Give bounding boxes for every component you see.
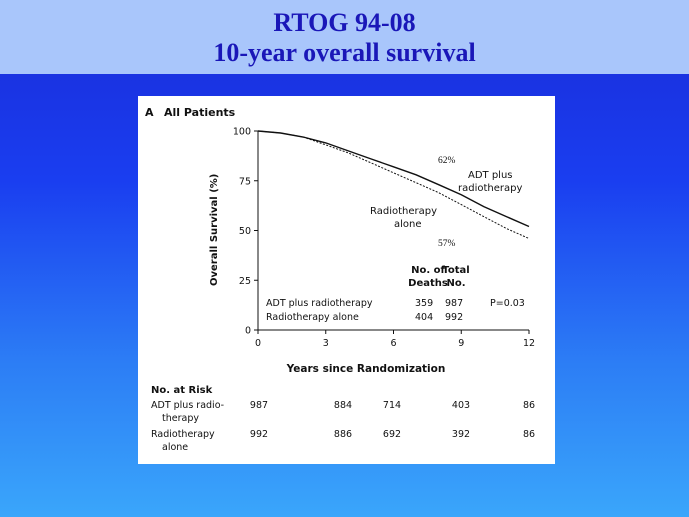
stats-row-label-rt: Radiotherapy alone — [266, 312, 359, 323]
rt-curve-label-line2: alone — [394, 219, 422, 230]
at-risk-value-r1-c4: 86 — [523, 429, 535, 440]
y-tick-label-0: 0 — [245, 326, 251, 337]
at-risk-values: 987 884 714 403 86 992 886 692 392 86 — [250, 400, 535, 440]
y-tick-label-3: 75 — [239, 176, 251, 187]
rt-annotation: 57% — [438, 239, 456, 249]
at-risk-value-r1-c3: 392 — [452, 429, 470, 440]
x-tick-label-3: 9 — [458, 338, 464, 349]
x-tick-label-0: 0 — [255, 338, 261, 349]
survival-chart: A All Patients Overall Survival (%) Year… — [145, 106, 535, 453]
at-risk-value-r0-c2: 714 — [383, 400, 401, 411]
stats-row-deaths-adt: 359 — [415, 298, 433, 309]
at-risk-title: No. at Risk — [151, 385, 213, 396]
slide-subtitle: 10-year overall survival — [213, 38, 476, 67]
axis-ticks: 0 25 50 75 100 0 3 6 9 12 — [233, 127, 535, 350]
total-header-line2: No. — [446, 278, 465, 289]
at-risk-label-adt-line1: ADT plus radio- — [151, 400, 224, 411]
rt-curve-label-line1: Radiotherapy — [370, 206, 437, 217]
chart-panel: A All Patients Overall Survival (%) Year… — [138, 96, 555, 464]
at-risk-value-r0-c0: 987 — [250, 400, 268, 411]
y-tick-label-4: 100 — [233, 127, 251, 138]
adt-annotation: 62% — [438, 156, 456, 166]
adt-curve-label-line2: radiotherapy — [458, 183, 522, 194]
stats-row-total-adt: 987 — [445, 298, 463, 309]
stats-p-value: P=0.03 — [490, 298, 525, 309]
at-risk-value-r1-c1: 886 — [334, 429, 352, 440]
x-tick-label-1: 3 — [323, 338, 329, 349]
at-risk-value-r0-c4: 86 — [523, 400, 535, 411]
deaths-header-line2: Deaths — [408, 278, 448, 289]
x-tick-label-4: 12 — [523, 338, 535, 349]
y-axis-label: Overall Survival (%) — [209, 174, 220, 286]
x-tick-label-2: 6 — [390, 338, 396, 349]
stats-row-total-rt: 992 — [445, 312, 463, 323]
slide-title-bar: RTOG 94-08 10-year overall survival — [0, 0, 689, 74]
at-risk-label-adt-line2: therapy — [162, 413, 199, 424]
stats-row-deaths-rt: 404 — [415, 312, 433, 323]
x-axis-label: Years since Randomization — [286, 363, 446, 375]
deaths-header-line1: No. of — [411, 265, 445, 276]
at-risk-value-r1-c2: 692 — [383, 429, 401, 440]
slide-title: RTOG 94-08 — [273, 8, 416, 37]
at-risk-value-r0-c3: 403 — [452, 400, 470, 411]
stats-row-label-adt: ADT plus radiotherapy — [266, 298, 373, 309]
rt-survival-curve — [257, 130, 530, 239]
panel-label: A — [145, 106, 154, 119]
total-header-line1: Total — [442, 265, 469, 276]
at-risk-label-rt-line1: Radiotherapy — [151, 429, 215, 440]
y-tick-label-1: 25 — [239, 276, 251, 287]
survival-curves — [257, 130, 530, 239]
y-tick-label-2: 50 — [239, 226, 251, 237]
chart-title: All Patients — [164, 106, 236, 119]
at-risk-label-rt-line2: alone — [162, 442, 188, 453]
adt-curve-label-line1: ADT plus — [468, 170, 513, 181]
at-risk-value-r1-c0: 992 — [250, 429, 268, 440]
at-risk-value-r0-c1: 884 — [334, 400, 352, 411]
